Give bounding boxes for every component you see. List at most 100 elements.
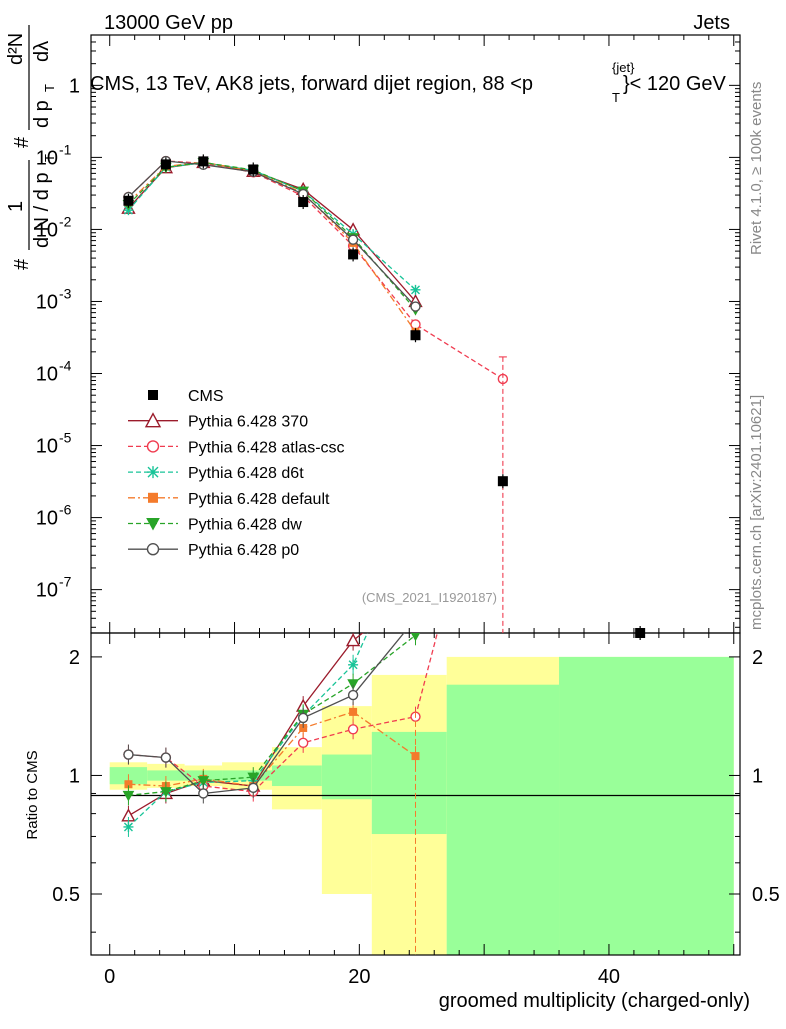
y-tick-exponent: -2 <box>59 213 72 229</box>
series-line <box>127 161 417 333</box>
ratio-marker <box>160 752 172 763</box>
svg-text:d p: d p <box>31 100 53 128</box>
x-tick-label: 0 <box>104 966 115 988</box>
rivet-version-label: Rivet 4.1.0, ≥ 100k events <box>748 82 765 255</box>
ratio-uncertainty-bands <box>109 656 734 955</box>
svg-text:T: T <box>42 84 57 92</box>
legend-label: Pythia 6.428 p0 <box>188 542 299 559</box>
ratio-marker <box>123 821 134 832</box>
ratio-tick-label-right: 0.5 <box>752 884 780 906</box>
ratio-marker <box>160 787 172 798</box>
chart-title-sup: {jet} <box>612 60 635 75</box>
ratio-line <box>128 633 438 793</box>
y-tick-label: 10 <box>36 580 58 602</box>
header-category: Jets <box>693 12 730 34</box>
legend-label: Pythia 6.428 atlas-csc <box>188 439 345 456</box>
legend-label: Pythia 6.428 d6t <box>188 465 304 482</box>
svg-text:T: T <box>42 154 57 162</box>
main-series <box>121 155 509 633</box>
ratio-marker <box>347 724 359 735</box>
ratio-marker <box>349 707 358 716</box>
legend-label: Pythia 6.428 370 <box>188 414 308 431</box>
ratio-marker <box>347 689 359 701</box>
y-axis-label: # 1 d N / d p T # d²N d p T dλ <box>5 25 57 270</box>
x-tick-label: 20 <box>348 966 370 988</box>
ratio-series <box>121 633 438 955</box>
ratio-marker <box>348 659 359 670</box>
ratio-tick-label: 2 <box>69 647 80 669</box>
y-tick-label: 10 <box>36 436 58 458</box>
y-tick-exponent: -1 <box>59 141 72 157</box>
band-stat <box>321 754 372 800</box>
ratio-marker <box>247 772 260 784</box>
legend-label: Pythia 6.428 dw <box>188 517 302 534</box>
ratio-tick-label: 0.5 <box>52 884 80 906</box>
band-total <box>371 674 447 955</box>
series-marker <box>410 319 421 330</box>
y-tick-label: 10 <box>36 291 58 313</box>
band-stat <box>446 684 560 955</box>
y-tick-exponent: -4 <box>59 358 72 374</box>
ratio-tick-label: 1 <box>69 765 80 787</box>
y-tick-label: 10 <box>36 508 58 530</box>
band-total <box>321 706 372 894</box>
svg-text:#: # <box>11 136 33 148</box>
legend-label: Pythia 6.428 default <box>188 491 330 508</box>
x-axis-label: groomed multiplicity (charged-only) <box>439 990 750 1012</box>
legend-marker <box>147 466 159 479</box>
y-tick-exponent: -3 <box>59 285 72 301</box>
chart-title-sub: T <box>612 90 620 105</box>
series-marker <box>347 234 359 245</box>
chart-title: CMS, 13 TeV, AK8 jets, forward dijet reg… <box>90 73 533 95</box>
legend-marker <box>146 440 160 453</box>
band-stat <box>371 731 447 835</box>
y-tick-exponent: -5 <box>59 430 72 446</box>
y-tick-label: 1 <box>69 75 80 97</box>
svg-text:#: # <box>11 258 33 270</box>
band-stat <box>222 770 272 781</box>
ratio-marker <box>124 780 133 789</box>
svg-text:1: 1 <box>5 201 27 212</box>
ratio-marker <box>123 749 134 760</box>
ratio-tick-label-right: 1 <box>752 765 763 787</box>
ratio-marker <box>299 723 308 732</box>
legend-marker <box>144 412 162 428</box>
main-cms-data <box>123 154 646 640</box>
chart-title-tail: }< 120 GeV <box>623 73 727 95</box>
ratio-marker <box>345 633 361 647</box>
legend: CMS Pythia 6.428 370 Pythia 6.428 atlas-cs… <box>128 388 345 559</box>
ratio-marker <box>297 737 309 749</box>
ratio-marker <box>197 776 210 787</box>
y-tick-exponent: -6 <box>59 502 72 518</box>
ratio-marker <box>122 790 135 802</box>
ratio-marker <box>297 712 309 724</box>
legend-label: CMS <box>188 388 224 405</box>
header-energy: 13000 GeV pp <box>104 12 233 34</box>
series-line <box>127 161 416 302</box>
series-line <box>127 161 416 311</box>
band-stat <box>147 770 185 781</box>
legend-marker <box>148 492 158 503</box>
band-stat <box>559 656 734 955</box>
y-tick-label: 10 <box>36 147 58 169</box>
y-tick-label: 10 <box>36 219 58 241</box>
svg-text:d N / d p: d N / d p <box>31 172 53 248</box>
ratio-y-label: Ratio to CMS <box>24 750 41 839</box>
series-marker <box>410 301 421 312</box>
ratio-tick-label-right: 2 <box>752 647 763 669</box>
legend-marker <box>146 543 160 556</box>
band-stat <box>271 765 322 787</box>
legend-marker-cms <box>148 390 158 400</box>
ratio-marker <box>248 782 259 794</box>
ratio-marker <box>411 752 420 761</box>
y-tick-label: 10 <box>36 364 58 386</box>
x-tick-label: 40 <box>598 966 620 988</box>
analysis-id: (CMS_2021_I1920187) <box>362 590 497 605</box>
y-tick-exponent: -7 <box>59 574 72 590</box>
mcplots-credit-label: mcplots.cern.ch [arXiv:2401.10621] <box>748 395 765 630</box>
series-line <box>127 160 504 380</box>
svg-text:d²N: d²N <box>5 33 27 65</box>
svg-text:dλ: dλ <box>31 41 53 62</box>
